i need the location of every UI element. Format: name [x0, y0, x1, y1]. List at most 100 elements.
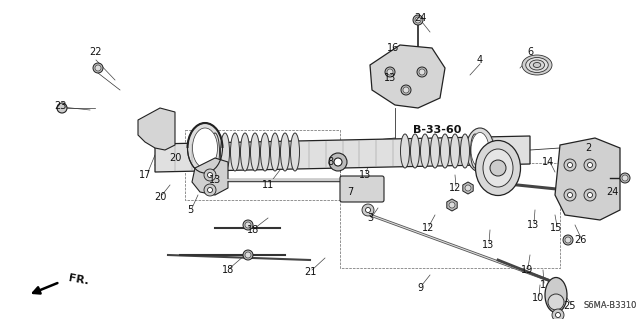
Circle shape	[243, 220, 253, 230]
Text: 13: 13	[384, 73, 396, 83]
Ellipse shape	[529, 60, 545, 70]
Text: 15: 15	[550, 223, 562, 233]
Text: 22: 22	[90, 47, 102, 57]
Text: S6MA-B3310: S6MA-B3310	[583, 301, 637, 310]
Text: 13: 13	[209, 175, 221, 185]
Ellipse shape	[440, 134, 449, 168]
Circle shape	[243, 250, 253, 260]
Circle shape	[401, 85, 411, 95]
Circle shape	[588, 162, 593, 167]
Circle shape	[403, 87, 409, 93]
Polygon shape	[138, 108, 175, 150]
Text: 24: 24	[606, 187, 618, 197]
Circle shape	[387, 69, 393, 75]
Ellipse shape	[431, 134, 440, 168]
Ellipse shape	[188, 123, 223, 173]
Text: 10: 10	[532, 293, 544, 303]
Ellipse shape	[466, 128, 494, 172]
Circle shape	[564, 159, 576, 171]
Circle shape	[329, 153, 347, 171]
Ellipse shape	[200, 133, 209, 171]
Text: 11: 11	[262, 180, 274, 190]
Text: 26: 26	[574, 235, 586, 245]
Polygon shape	[192, 158, 228, 195]
Ellipse shape	[221, 133, 230, 171]
Ellipse shape	[533, 63, 541, 68]
Ellipse shape	[461, 134, 470, 168]
Text: 25: 25	[564, 301, 576, 311]
Text: S6MA-B3310: S6MA-B3310	[583, 301, 637, 310]
Text: 5: 5	[187, 205, 193, 215]
Text: 6: 6	[527, 47, 533, 57]
Ellipse shape	[260, 133, 269, 171]
Circle shape	[362, 204, 374, 216]
Text: 24: 24	[414, 13, 426, 23]
Circle shape	[556, 313, 561, 317]
Text: 14: 14	[542, 157, 554, 167]
Circle shape	[465, 185, 471, 191]
Circle shape	[245, 252, 251, 258]
Text: 8: 8	[327, 157, 333, 167]
Text: 1: 1	[540, 280, 546, 290]
Ellipse shape	[545, 278, 567, 313]
Text: B-33-60: B-33-60	[413, 125, 461, 135]
Circle shape	[204, 184, 216, 196]
Ellipse shape	[211, 133, 220, 171]
Circle shape	[568, 192, 573, 197]
Circle shape	[565, 237, 571, 243]
Ellipse shape	[451, 134, 460, 168]
Text: 3: 3	[367, 213, 373, 223]
Text: 23: 23	[54, 101, 66, 111]
Circle shape	[419, 69, 425, 75]
Ellipse shape	[410, 134, 419, 168]
Ellipse shape	[420, 134, 429, 168]
Text: 13: 13	[527, 220, 539, 230]
Text: 20: 20	[154, 192, 166, 202]
Text: 13: 13	[482, 240, 494, 250]
Ellipse shape	[280, 133, 289, 171]
Ellipse shape	[470, 134, 479, 168]
Text: 7: 7	[347, 187, 353, 197]
Circle shape	[552, 309, 564, 319]
Ellipse shape	[250, 133, 259, 171]
Circle shape	[588, 192, 593, 197]
Circle shape	[620, 173, 630, 183]
Text: 18: 18	[222, 265, 234, 275]
Circle shape	[415, 17, 421, 23]
Circle shape	[622, 175, 628, 181]
Ellipse shape	[471, 132, 489, 167]
Circle shape	[204, 169, 216, 181]
Ellipse shape	[476, 140, 520, 196]
Circle shape	[449, 202, 455, 208]
Circle shape	[334, 158, 342, 166]
Text: 12: 12	[449, 183, 461, 193]
Circle shape	[95, 65, 101, 71]
Text: 18: 18	[247, 225, 259, 235]
Text: 16: 16	[387, 43, 399, 53]
Ellipse shape	[241, 133, 250, 171]
Circle shape	[413, 15, 423, 25]
Circle shape	[365, 207, 371, 212]
Ellipse shape	[230, 133, 239, 171]
Ellipse shape	[271, 133, 280, 171]
Circle shape	[207, 188, 212, 192]
Ellipse shape	[401, 134, 410, 168]
Text: 13: 13	[359, 170, 371, 180]
Circle shape	[584, 189, 596, 201]
Circle shape	[93, 63, 103, 73]
Text: 19: 19	[521, 265, 533, 275]
Text: FR.: FR.	[68, 273, 90, 287]
Circle shape	[385, 67, 395, 77]
Text: 9: 9	[417, 283, 423, 293]
Circle shape	[207, 173, 212, 177]
Text: 21: 21	[304, 267, 316, 277]
Circle shape	[417, 67, 427, 77]
Polygon shape	[370, 45, 445, 108]
Text: 17: 17	[139, 170, 151, 180]
Ellipse shape	[548, 294, 564, 310]
Polygon shape	[555, 138, 620, 220]
Circle shape	[584, 159, 596, 171]
Ellipse shape	[193, 128, 218, 168]
Circle shape	[563, 235, 573, 245]
Circle shape	[568, 162, 573, 167]
